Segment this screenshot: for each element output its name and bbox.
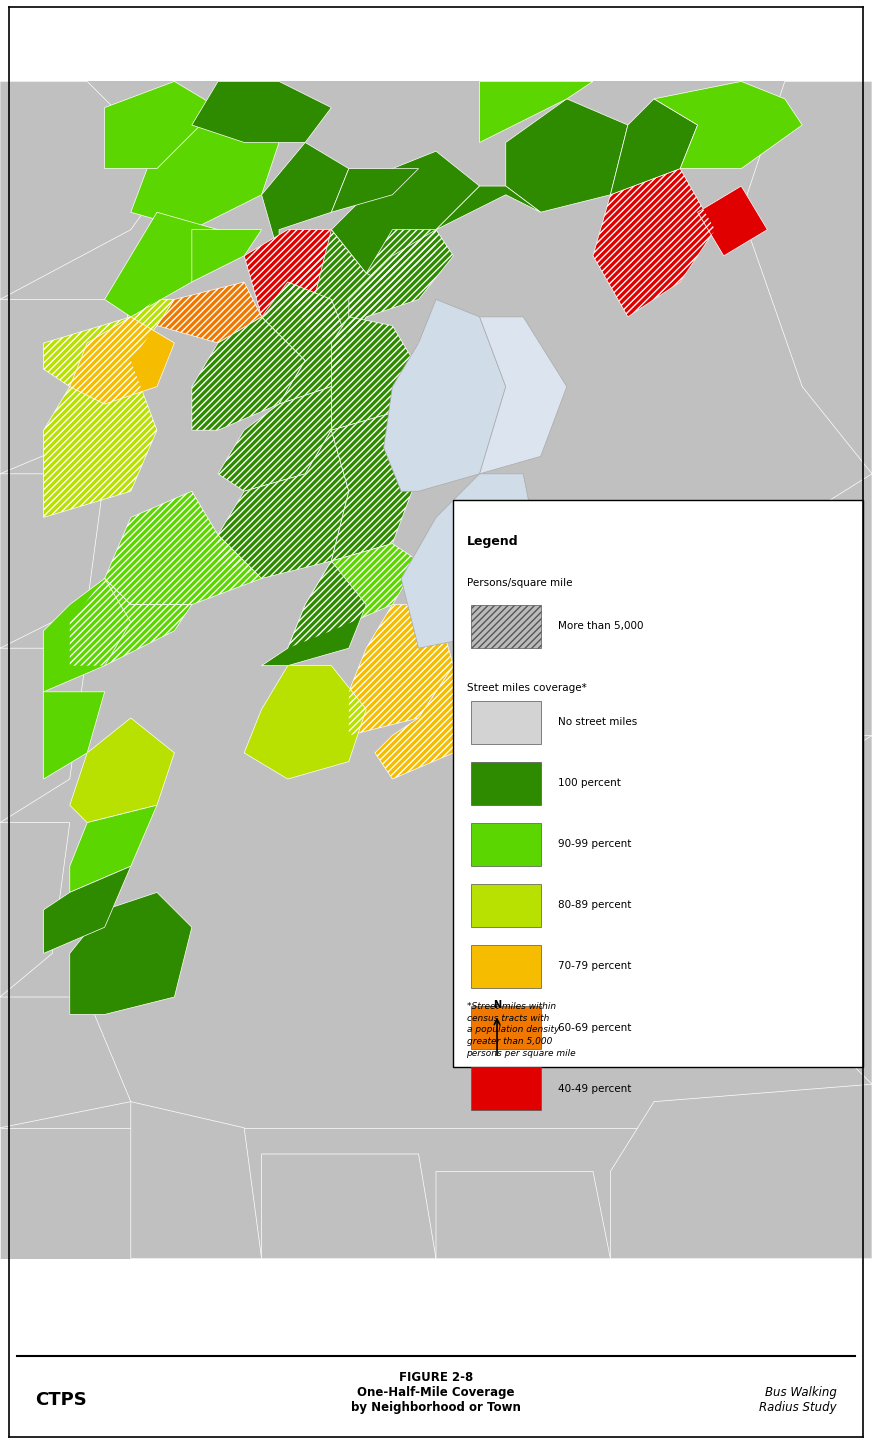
Polygon shape	[366, 230, 436, 282]
Polygon shape	[331, 169, 419, 212]
Polygon shape	[0, 474, 105, 648]
Polygon shape	[44, 692, 105, 778]
Polygon shape	[0, 81, 174, 299]
Text: CTPS: CTPS	[35, 1392, 86, 1409]
Text: Street miles coverage*: Street miles coverage*	[467, 683, 586, 693]
Polygon shape	[0, 1128, 872, 1259]
Text: 40-49 percent: 40-49 percent	[558, 1083, 631, 1093]
FancyBboxPatch shape	[453, 500, 863, 1067]
Polygon shape	[331, 316, 419, 430]
Polygon shape	[70, 718, 174, 823]
Polygon shape	[70, 806, 157, 892]
Polygon shape	[480, 81, 593, 143]
Bar	[471, 944, 541, 988]
Polygon shape	[331, 413, 419, 562]
Polygon shape	[785, 474, 872, 735]
Polygon shape	[288, 543, 419, 648]
Text: No street miles: No street miles	[558, 718, 637, 728]
Polygon shape	[0, 299, 131, 474]
Polygon shape	[419, 325, 471, 387]
Polygon shape	[610, 1084, 872, 1259]
Polygon shape	[105, 491, 262, 605]
Polygon shape	[0, 648, 87, 823]
Polygon shape	[218, 430, 349, 579]
Polygon shape	[654, 81, 802, 169]
Polygon shape	[262, 1154, 436, 1259]
Polygon shape	[436, 186, 541, 230]
Polygon shape	[288, 230, 419, 344]
Polygon shape	[244, 230, 331, 316]
Polygon shape	[105, 212, 218, 316]
Polygon shape	[480, 316, 567, 474]
Bar	[471, 605, 541, 648]
Bar	[471, 1067, 541, 1110]
Polygon shape	[105, 81, 218, 169]
Polygon shape	[244, 666, 366, 778]
Text: 100 percent: 100 percent	[558, 778, 621, 788]
Polygon shape	[375, 666, 480, 778]
Polygon shape	[0, 823, 70, 996]
Polygon shape	[401, 474, 541, 648]
Text: Persons/square mile: Persons/square mile	[467, 579, 572, 589]
Polygon shape	[192, 316, 305, 430]
Polygon shape	[349, 230, 453, 344]
Bar	[471, 700, 541, 744]
Polygon shape	[157, 282, 262, 344]
Polygon shape	[218, 387, 331, 491]
Text: 90-99 percent: 90-99 percent	[558, 839, 631, 849]
Text: FIGURE 2-8
One-Half-Mile Coverage
by Neighborhood or Town: FIGURE 2-8 One-Half-Mile Coverage by Nei…	[351, 1370, 521, 1414]
Text: *Street miles within
census tracts with
a population density
greater than 5,000
: *Street miles within census tracts with …	[467, 1002, 576, 1058]
Text: 70-79 percent: 70-79 percent	[558, 962, 631, 972]
Text: Bus Walking
Radius Study: Bus Walking Radius Study	[760, 1386, 837, 1414]
Bar	[471, 884, 541, 927]
Polygon shape	[0, 81, 872, 1259]
Text: More than 5,000: More than 5,000	[558, 621, 644, 631]
Polygon shape	[610, 98, 698, 195]
Polygon shape	[698, 186, 767, 256]
Polygon shape	[262, 282, 349, 404]
Polygon shape	[384, 299, 506, 491]
Polygon shape	[0, 996, 131, 1128]
Bar	[471, 823, 541, 866]
Text: N: N	[493, 1001, 501, 1011]
Polygon shape	[44, 579, 131, 692]
Polygon shape	[331, 152, 480, 273]
Polygon shape	[262, 562, 366, 666]
Text: 80-89 percent: 80-89 percent	[558, 901, 631, 911]
Text: Legend: Legend	[467, 534, 518, 547]
Polygon shape	[44, 299, 174, 387]
Bar	[471, 1005, 541, 1050]
Polygon shape	[0, 81, 872, 1259]
Polygon shape	[70, 316, 174, 404]
Polygon shape	[192, 81, 331, 143]
Polygon shape	[349, 605, 453, 735]
Polygon shape	[785, 735, 872, 1084]
Polygon shape	[44, 361, 157, 517]
Polygon shape	[262, 143, 349, 256]
Polygon shape	[44, 866, 131, 953]
Polygon shape	[70, 579, 192, 666]
Polygon shape	[506, 98, 628, 212]
Polygon shape	[593, 169, 715, 316]
Polygon shape	[131, 1102, 262, 1259]
Polygon shape	[436, 1171, 610, 1259]
Polygon shape	[131, 107, 279, 230]
Polygon shape	[70, 892, 192, 1015]
Polygon shape	[192, 230, 262, 282]
Polygon shape	[741, 81, 872, 474]
Text: 60-69 percent: 60-69 percent	[558, 1022, 631, 1032]
Bar	[471, 761, 541, 806]
